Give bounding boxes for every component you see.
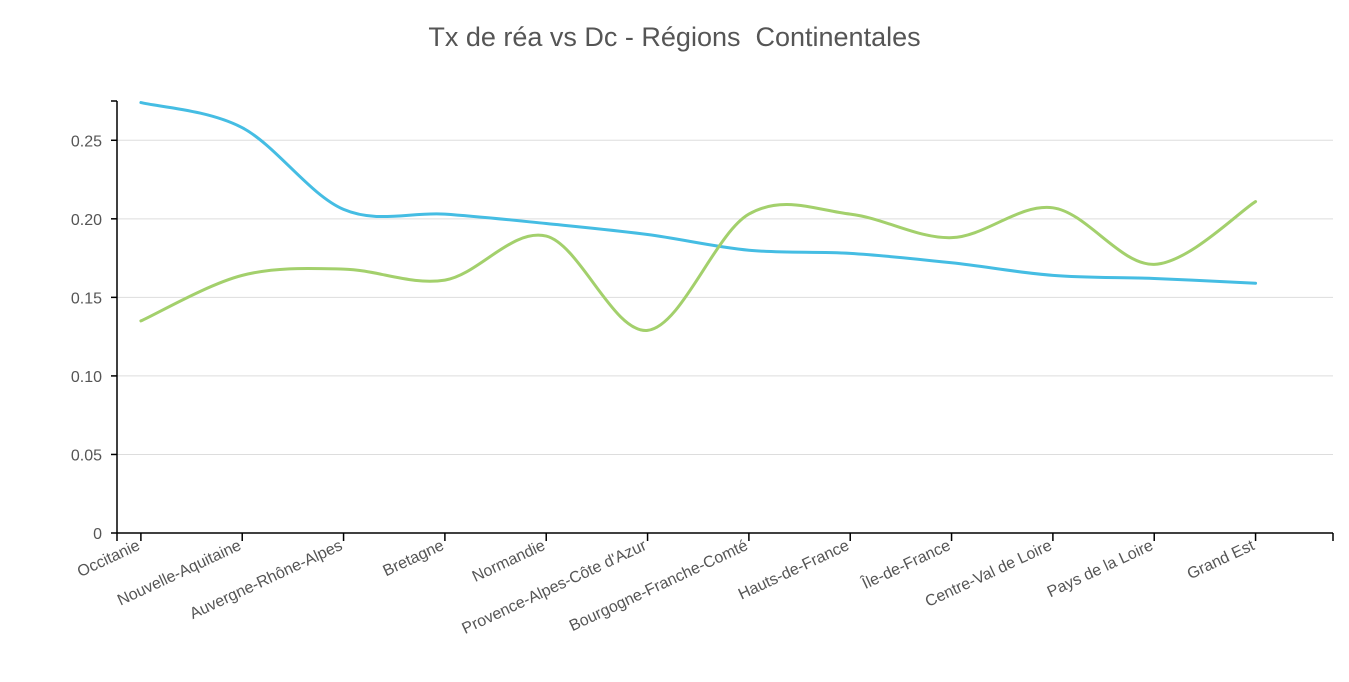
x-tick-label: Occitanie — [75, 537, 143, 581]
series-line-2 — [139, 200, 1258, 332]
x-tick-label: Pays de la Loire — [1045, 537, 1156, 601]
y-tick-label: 0.20 — [71, 212, 102, 229]
x-tick-label: Hauts-de-France — [736, 537, 852, 603]
y-tick-label: 0.10 — [71, 369, 102, 386]
y-tick-label: 0.25 — [71, 133, 102, 150]
chart-title: Tx de réa vs Dc - Régions Continentales — [428, 22, 921, 52]
y-tick-label: 0.15 — [71, 290, 102, 307]
x-tick-label: Bretagne — [381, 537, 447, 580]
x-tick-label: Provence-Alpes-Côte d'Azur — [460, 537, 650, 638]
y-tick-label: 0 — [93, 526, 102, 543]
series-line-1 — [139, 101, 1258, 285]
x-tick-label: Normandie — [470, 537, 548, 586]
x-tick-label: Bourgogne-Franche-Comté — [567, 537, 751, 635]
x-tick-label: Île-de-France — [858, 535, 953, 593]
x-tick-label: Grand Est — [1185, 537, 1258, 583]
y-tick-label: 0.05 — [71, 447, 102, 464]
